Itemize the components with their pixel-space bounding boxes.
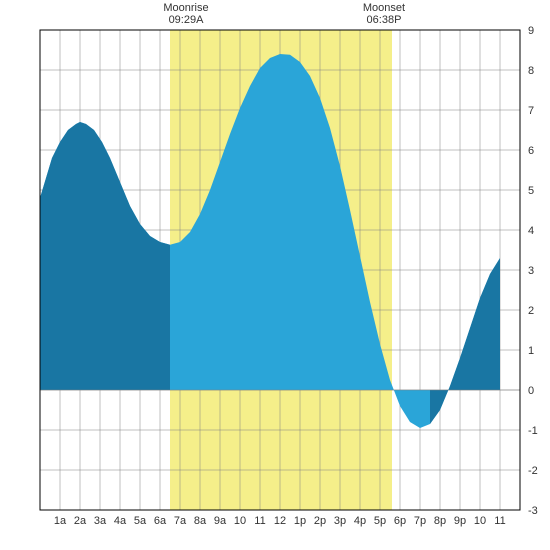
y-tick-label: 8 (528, 65, 534, 77)
x-tick-label: 10 (474, 515, 486, 527)
x-tick-label: 8p (434, 515, 446, 527)
x-tick-label: 3a (94, 515, 107, 527)
moonset-label-block: Moonset 06:38P (363, 2, 405, 26)
x-tick-label: 6a (154, 515, 167, 527)
y-tick-label: 6 (528, 145, 534, 157)
x-tick-label: 7a (174, 515, 187, 527)
x-tick-label: 12 (274, 515, 286, 527)
moonrise-label: Moonrise (163, 2, 208, 14)
x-tick-label: 1p (294, 515, 306, 527)
x-tick-label: 2p (314, 515, 326, 527)
x-tick-label: 2a (74, 515, 87, 527)
tide-chart: -3-2-101234567891a2a3a4a5a6a7a8a9a101112… (0, 0, 550, 550)
y-tick-label: 0 (528, 385, 534, 397)
moonrise-label-block: Moonrise 09:29A (163, 2, 208, 26)
x-tick-label: 4p (354, 515, 366, 527)
x-tick-label: 5p (374, 515, 386, 527)
moonrise-time: 09:29A (163, 14, 208, 26)
y-tick-label: 2 (528, 305, 534, 317)
x-tick-label: 4a (114, 515, 127, 527)
y-tick-label: 1 (528, 345, 534, 357)
tide-area-front-1 (430, 258, 500, 424)
y-tick-label: 5 (528, 185, 534, 197)
x-tick-label: 6p (394, 515, 406, 527)
x-tick-label: 9p (454, 515, 466, 527)
y-tick-label: 7 (528, 105, 534, 117)
x-tick-label: 1a (54, 515, 67, 527)
x-tick-label: 3p (334, 515, 346, 527)
moonset-time: 06:38P (363, 14, 405, 26)
x-tick-label: 10 (234, 515, 246, 527)
moonset-label: Moonset (363, 2, 405, 14)
x-tick-label: 5a (134, 515, 147, 527)
y-tick-label: 9 (528, 25, 534, 37)
y-tick-label: -3 (528, 505, 538, 517)
y-tick-label: -2 (528, 465, 538, 477)
x-tick-label: 11 (254, 515, 265, 527)
x-tick-label: 7p (414, 515, 426, 527)
x-tick-label: 8a (194, 515, 207, 527)
y-tick-label: 3 (528, 265, 534, 277)
chart-svg: -3-2-101234567891a2a3a4a5a6a7a8a9a101112… (0, 0, 550, 550)
x-tick-label: 9a (214, 515, 227, 527)
y-tick-label: -1 (528, 425, 538, 437)
x-tick-label: 11 (494, 515, 505, 527)
y-tick-label: 4 (528, 225, 534, 237)
tide-area-front-0 (40, 122, 170, 390)
